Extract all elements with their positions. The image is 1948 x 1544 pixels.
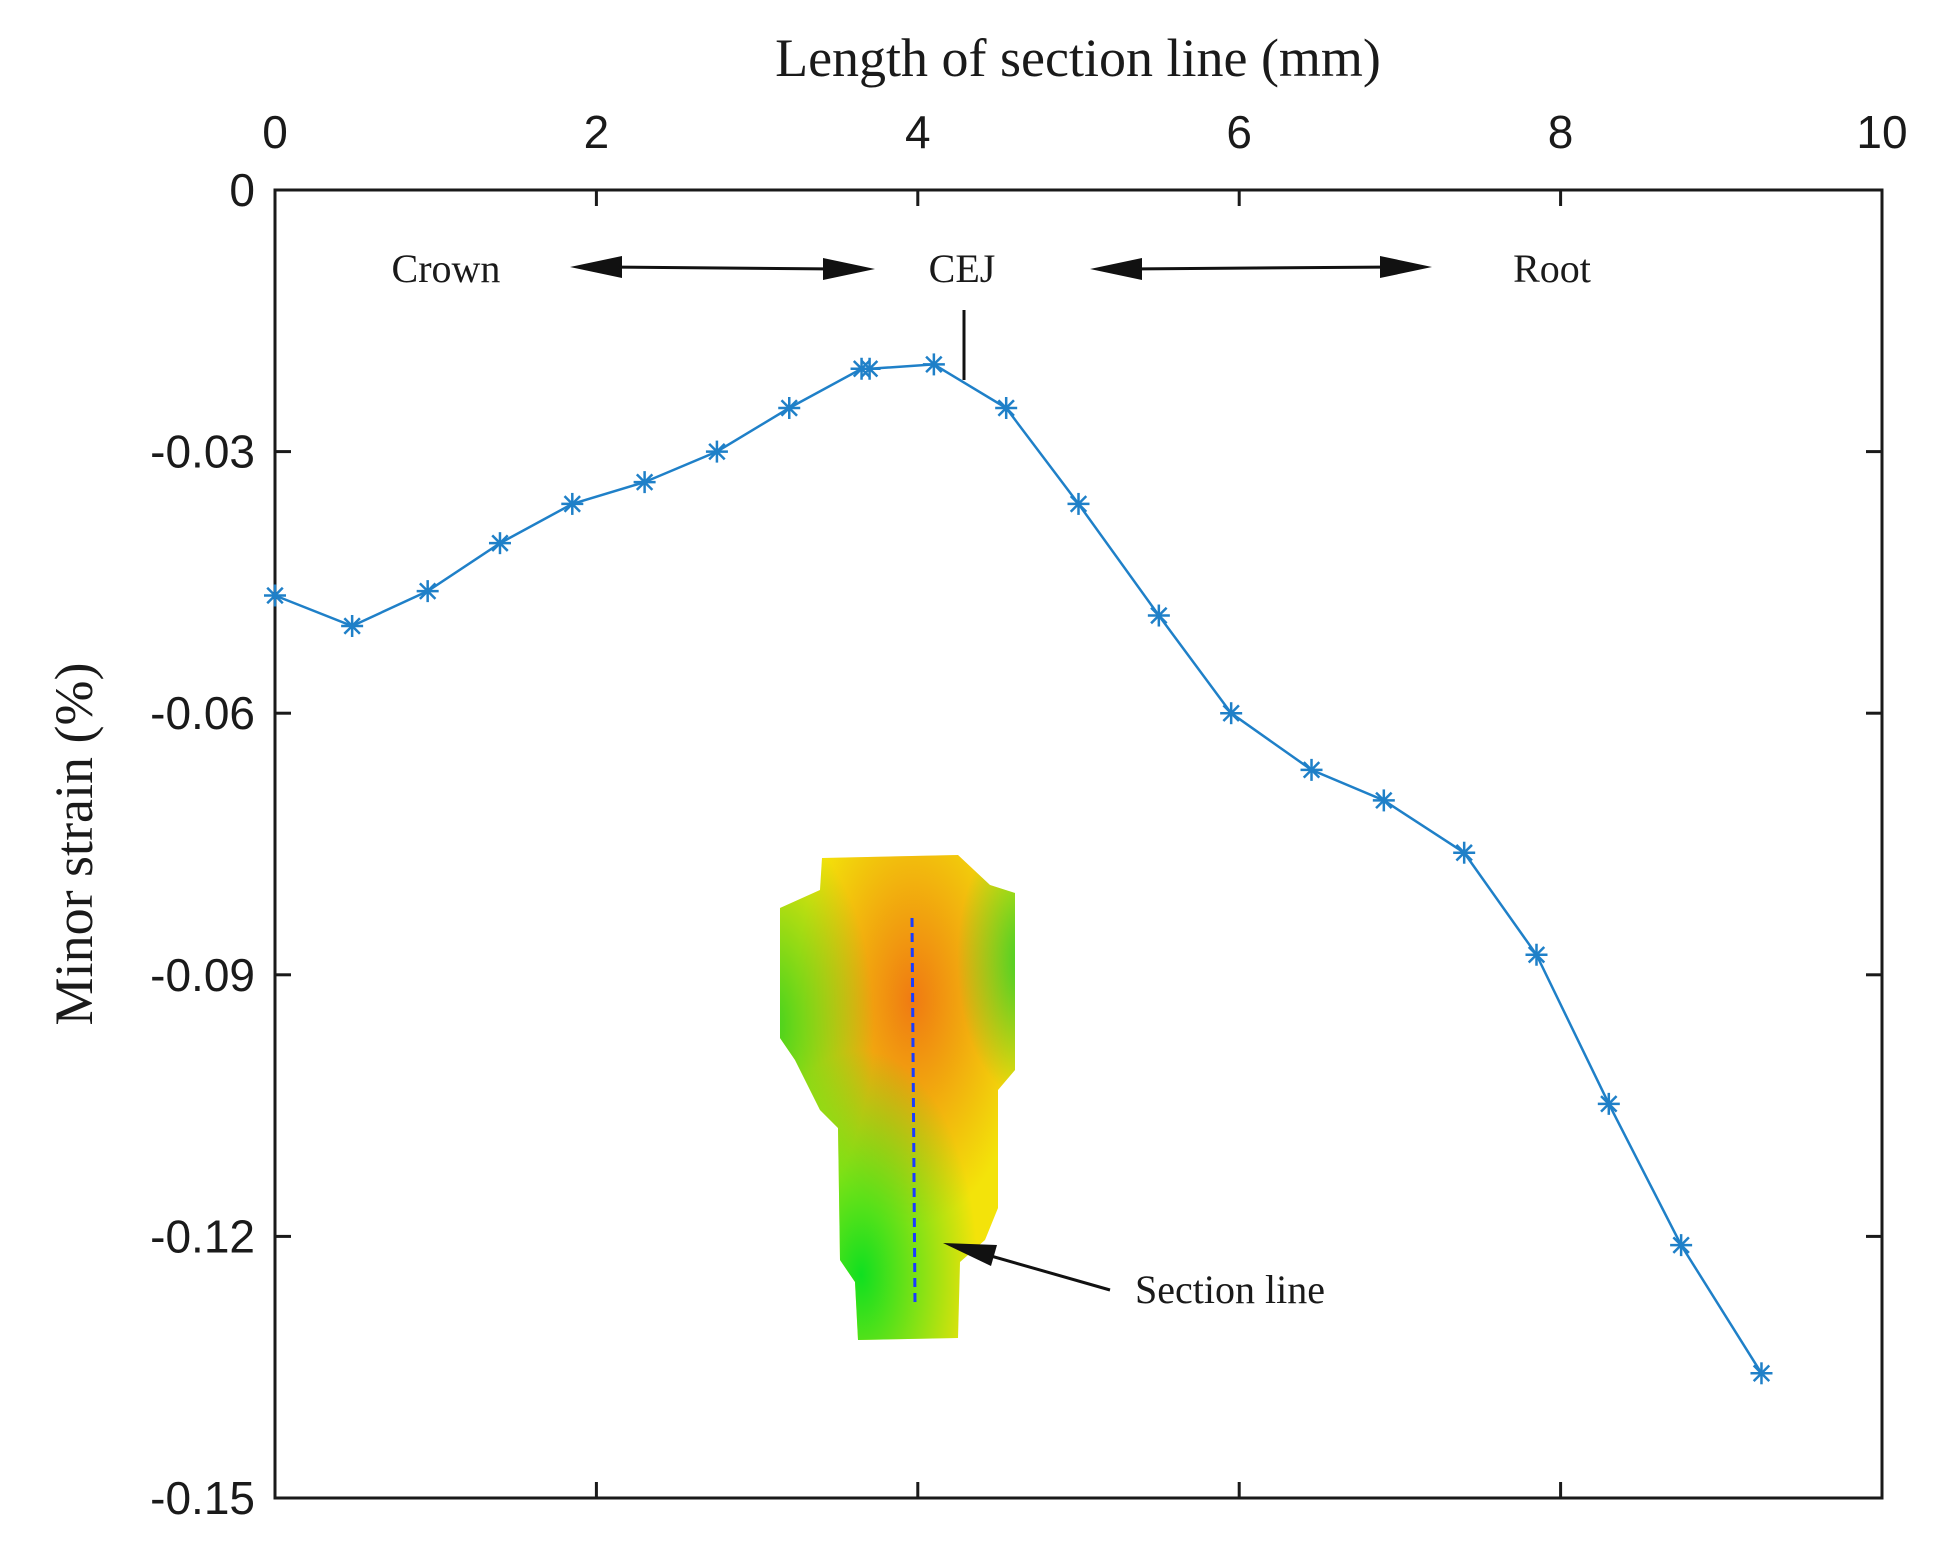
- x-tick-label: 4: [905, 106, 931, 158]
- data-point: [858, 357, 881, 380]
- x-tick-label: 2: [584, 106, 610, 158]
- data-point: [1670, 1234, 1693, 1257]
- data-point: [1453, 841, 1476, 864]
- cej-label: CEJ: [929, 246, 996, 291]
- data-point: [1300, 758, 1323, 781]
- data-point: [1597, 1092, 1620, 1115]
- crown-double-arrow: [570, 256, 875, 280]
- series-line: [274, 363, 1763, 1374]
- y-tick-label: -0.06: [150, 687, 255, 739]
- y-tick-label: -0.03: [150, 426, 255, 478]
- region-annotations: Crown CEJ Root Section line: [392, 246, 1591, 1312]
- y-tick-label: -0.12: [150, 1210, 255, 1262]
- data-point: [1220, 702, 1243, 725]
- section-line-label: Section line: [1135, 1267, 1325, 1312]
- data-point: [1525, 943, 1548, 966]
- x-axis-title: Length of section line (mm): [775, 28, 1381, 88]
- data-point: [488, 532, 511, 555]
- y-tick-label: 0: [229, 164, 255, 216]
- y-tick-label: -0.09: [150, 949, 255, 1001]
- crown-label: Crown: [392, 246, 501, 291]
- data-point: [995, 397, 1018, 419]
- tooth-strain-map-inset: [780, 855, 1015, 1340]
- data-point: [633, 471, 656, 494]
- plot-frame: [273, 188, 1884, 1500]
- data-point: [416, 580, 439, 603]
- x-tick-label: 6: [1226, 106, 1252, 158]
- data-point: [341, 615, 364, 637]
- data-point: [1067, 492, 1090, 515]
- x-tick-label: 8: [1548, 106, 1574, 158]
- data-point: [705, 440, 728, 463]
- y-axis-title: Minor strain (%): [44, 663, 104, 1026]
- data-point: [922, 353, 945, 376]
- x-tick-label: 10: [1856, 106, 1907, 158]
- data-point: [264, 584, 286, 607]
- data-point: [1147, 604, 1170, 627]
- y-axis: 0 -0.03 -0.06 -0.09 -0.12 -0.15: [150, 164, 1882, 1524]
- y-tick-label: -0.15: [150, 1472, 255, 1524]
- data-point: [778, 397, 801, 419]
- data-point: [1750, 1362, 1773, 1385]
- root-double-arrow: [1090, 256, 1432, 280]
- section-line-arrow: [943, 1243, 1111, 1292]
- root-label: Root: [1513, 246, 1591, 291]
- series-layer: [264, 353, 1773, 1385]
- x-axis: 0 2 4 6 8 10: [262, 106, 1908, 1498]
- data-point: [561, 492, 584, 515]
- section-line: [910, 917, 917, 1306]
- x-tick-label: 0: [262, 106, 288, 158]
- data-point: [1372, 789, 1395, 812]
